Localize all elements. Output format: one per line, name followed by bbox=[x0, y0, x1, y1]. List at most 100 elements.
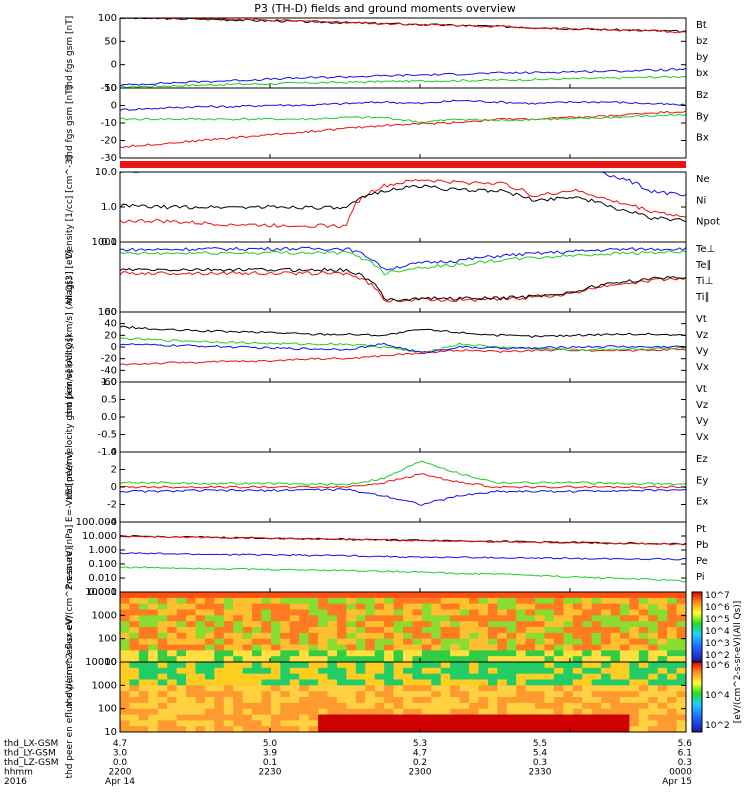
heatmap-cell bbox=[478, 726, 489, 733]
heatmap-cell bbox=[431, 697, 442, 704]
heatmap-cell bbox=[450, 603, 461, 610]
heatmap-cell bbox=[280, 702, 291, 710]
heatmap-cell bbox=[487, 679, 498, 686]
heatmap-cell bbox=[252, 621, 262, 628]
heatmap-cell bbox=[563, 726, 574, 733]
y-tick-label: 10000 bbox=[85, 587, 117, 598]
heatmap-cell bbox=[327, 656, 338, 663]
heatmap-cell bbox=[638, 632, 649, 640]
heatmap-cell bbox=[676, 609, 687, 616]
series-Bx-line bbox=[119, 99, 687, 112]
heatmap-cell bbox=[667, 697, 678, 704]
heatmap-cell bbox=[450, 685, 461, 692]
heatmap-cell bbox=[412, 679, 423, 686]
heatmap-cell bbox=[214, 597, 225, 605]
heatmap-cell bbox=[629, 644, 640, 651]
heatmap-cell bbox=[412, 714, 423, 721]
heatmap-cell bbox=[148, 702, 159, 710]
heatmap-cell bbox=[619, 714, 630, 721]
heatmap-cell bbox=[280, 638, 291, 645]
time-row-label: thd_LX-GSM bbox=[4, 739, 58, 749]
heatmap-cell bbox=[619, 662, 630, 669]
heatmap-cell bbox=[280, 708, 291, 715]
heatmap-cell bbox=[412, 592, 423, 599]
heatmap-cell bbox=[308, 673, 319, 680]
heatmap-cell bbox=[374, 656, 385, 663]
heatmap-cell bbox=[138, 632, 149, 640]
heatmap-cell bbox=[365, 650, 376, 657]
heatmap-cell bbox=[525, 615, 536, 622]
heatmap-cell bbox=[186, 726, 196, 733]
colorbar-tick-label: 10^2 bbox=[705, 721, 730, 731]
heatmap-cell bbox=[138, 673, 149, 680]
y-tick-label: 100 bbox=[98, 704, 117, 715]
heatmap-cell bbox=[336, 702, 347, 710]
heatmap-cell bbox=[582, 603, 593, 610]
heatmap-cell bbox=[280, 685, 291, 692]
heatmap-cell bbox=[572, 662, 583, 669]
heatmap-cell bbox=[619, 685, 630, 692]
heatmap-cell bbox=[657, 650, 668, 657]
heatmap-cell bbox=[318, 673, 329, 680]
heatmap-cell bbox=[535, 702, 545, 710]
heatmap-cell bbox=[619, 632, 630, 640]
heatmap-cell bbox=[327, 697, 338, 704]
heatmap-cell bbox=[346, 632, 357, 640]
heatmap-cell bbox=[299, 720, 310, 727]
heatmap-cell bbox=[450, 697, 461, 704]
heatmap-cell bbox=[384, 603, 395, 610]
heatmap-cell bbox=[601, 650, 612, 657]
y-tick-label: 20 bbox=[104, 330, 117, 341]
heatmap-cell bbox=[572, 597, 583, 605]
heatmap-cell bbox=[299, 592, 310, 599]
heatmap-cell bbox=[459, 650, 470, 657]
heatmap-cell bbox=[365, 603, 376, 610]
heatmap-cell bbox=[657, 697, 668, 704]
heatmap-cell bbox=[120, 685, 130, 692]
heatmap-cell bbox=[582, 697, 593, 704]
heatmap-cell bbox=[252, 685, 262, 692]
heatmap-cell bbox=[667, 662, 678, 669]
heatmap-cell bbox=[648, 708, 659, 715]
heatmap-cell bbox=[544, 656, 555, 663]
heatmap-cell bbox=[440, 597, 451, 605]
heatmap-cell bbox=[478, 656, 489, 663]
heatmap-cell bbox=[676, 708, 687, 715]
heatmap-cell bbox=[393, 632, 404, 640]
heatmap-cell bbox=[563, 644, 574, 651]
heatmap-cell bbox=[204, 650, 215, 657]
y-tick-label: -60 bbox=[101, 377, 117, 388]
heatmap-cell bbox=[252, 697, 262, 704]
heatmap-cell bbox=[242, 644, 253, 651]
heatmap-cell bbox=[214, 714, 225, 721]
heatmap-cell bbox=[459, 702, 470, 710]
heatmap-cell bbox=[421, 609, 432, 616]
heatmap-cell bbox=[223, 667, 234, 675]
heatmap-cell bbox=[355, 702, 366, 710]
heatmap-cell bbox=[176, 720, 187, 727]
heatmap-cell bbox=[431, 673, 442, 680]
heatmap-cell bbox=[148, 726, 159, 733]
heatmap-cell bbox=[280, 656, 291, 663]
heatmap-cell bbox=[478, 592, 489, 599]
heatmap-cell bbox=[261, 656, 272, 663]
heatmap-cell bbox=[129, 673, 140, 680]
heatmap-cell bbox=[516, 708, 527, 715]
heatmap-cell bbox=[336, 615, 347, 622]
heatmap-cell bbox=[204, 667, 215, 675]
heatmap-cell bbox=[525, 632, 536, 640]
heatmap-cell bbox=[186, 673, 196, 680]
heatmap-cell bbox=[553, 592, 564, 599]
heatmap-cell bbox=[336, 691, 347, 698]
legend-Pe: Pe bbox=[696, 556, 708, 567]
heatmap-cell bbox=[657, 726, 668, 733]
heatmap-cell bbox=[148, 720, 159, 727]
heatmap-cell bbox=[610, 615, 621, 622]
heatmap-cell bbox=[195, 621, 206, 628]
heatmap-cell bbox=[469, 679, 479, 686]
heatmap-cell bbox=[186, 714, 196, 721]
heatmap-cell bbox=[176, 673, 187, 680]
heatmap-cell bbox=[355, 691, 366, 698]
